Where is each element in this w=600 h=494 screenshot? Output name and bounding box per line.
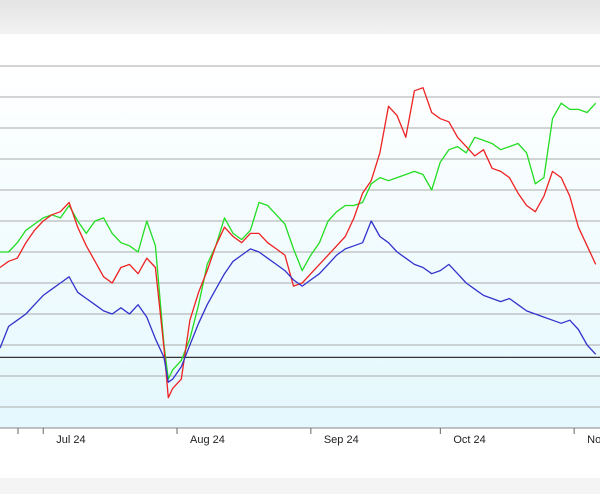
x-tick-label: Oct 24 bbox=[453, 434, 485, 446]
x-tick-label: Jul 24 bbox=[56, 434, 85, 446]
gridlines bbox=[0, 65, 600, 408]
x-tick-label: Sep 24 bbox=[324, 434, 359, 446]
header-band bbox=[0, 0, 600, 34]
x-tick-label: Aug 24 bbox=[190, 434, 225, 446]
x-tick-label: Nov 24 bbox=[587, 434, 600, 446]
footer-band bbox=[0, 478, 600, 494]
series-line-blue bbox=[0, 220, 597, 383]
x-axis: Jul 24 Aug 24 Sep 24 Oct 24 Nov 24 bbox=[0, 427, 600, 446]
series-line-green bbox=[0, 102, 597, 380]
series-layer bbox=[0, 87, 597, 399]
series-line-red bbox=[0, 87, 597, 399]
plot-area bbox=[0, 66, 600, 428]
